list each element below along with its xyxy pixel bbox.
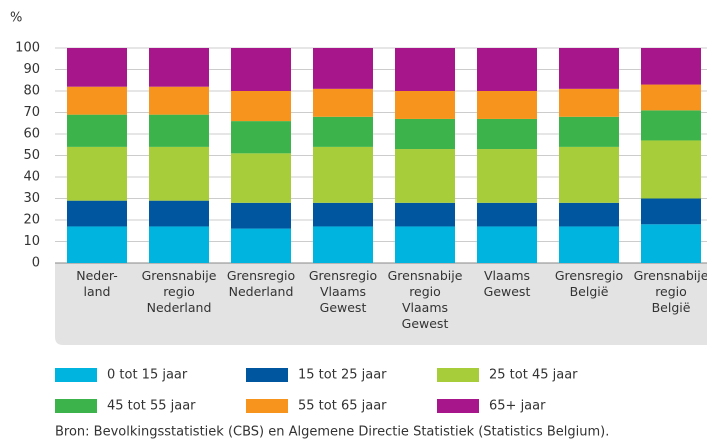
x-tick-label: Grensnabije regio Vlaams Gewest [388, 268, 463, 331]
x-tick-label: Grensregio België [555, 268, 623, 299]
bar-segment [313, 88, 373, 117]
bar-segment [313, 202, 373, 227]
bar-segment [559, 88, 619, 117]
bar-segment [395, 91, 455, 119]
bar-segment [313, 116, 373, 147]
x-tick-label: Grensnabije regio België [634, 268, 707, 315]
x-tick-label: Grensnabije regio Nederland [142, 268, 217, 315]
legend-label: 65+ jaar [489, 399, 546, 414]
bar-segment [641, 198, 701, 225]
bar-segment [67, 226, 127, 263]
x-tick-label: Vlaams Gewest [484, 268, 531, 299]
bar-segment [67, 86, 127, 115]
source: Bron: Bevolkingsstatistiek (CBS) en Alge… [55, 425, 609, 440]
bar-segment [641, 140, 701, 199]
bar-segment [477, 48, 537, 91]
bar-segment [559, 116, 619, 147]
legend-label: 25 tot 45 jaar [489, 368, 578, 383]
y-tick-label: 70 [23, 105, 40, 120]
bar-segment [395, 149, 455, 203]
bar-segment [231, 153, 291, 203]
legend-swatch [55, 399, 97, 413]
bar-segment [395, 202, 455, 227]
bar-segment [559, 48, 619, 89]
y-tick-label: 30 [23, 191, 40, 206]
bar-segment [313, 146, 373, 203]
y-tick-label: 90 [23, 62, 40, 77]
bar-segment [67, 146, 127, 201]
bar-segment [231, 91, 291, 122]
bar-segment [641, 110, 701, 141]
bar-segment [641, 48, 701, 85]
y-tick-label: 100 [15, 41, 40, 56]
legend-swatch [437, 368, 479, 382]
bar-segment [477, 91, 537, 119]
bar-segment [559, 202, 619, 227]
legend-label: 45 tot 55 jaar [107, 399, 196, 414]
legend-swatch [246, 399, 288, 413]
category-panel [55, 263, 707, 345]
bar-segment [559, 146, 619, 203]
bar-segment [149, 226, 209, 263]
legend-swatch [55, 368, 97, 382]
bar-segment [149, 146, 209, 201]
bar-segment [149, 86, 209, 115]
y-tick-label: 20 [23, 213, 40, 228]
bar-segment [149, 48, 209, 87]
bar-segment [231, 121, 291, 154]
legend-label: 0 tot 15 jaar [107, 368, 188, 383]
legend-swatch [437, 399, 479, 413]
bar-segment [313, 226, 373, 263]
x-tick-label: Neder-land [76, 268, 118, 299]
y-tick-label: 50 [23, 148, 40, 163]
bar-segment [477, 226, 537, 263]
y-tick-label: 60 [23, 127, 40, 142]
y-tick-label: 80 [23, 84, 40, 99]
bar-segment [395, 226, 455, 263]
bar-segment [149, 200, 209, 227]
bar-segment [395, 118, 455, 150]
bar-segment [67, 48, 127, 87]
bar-segment [641, 84, 701, 111]
bar-segment [395, 48, 455, 91]
legend-label: 15 tot 25 jaar [298, 368, 387, 383]
bar-segment [477, 202, 537, 227]
bar-segment [477, 149, 537, 203]
y-tick-label: 0 [32, 256, 40, 271]
bar-segment [313, 48, 373, 89]
bar-segment [231, 202, 291, 229]
legend-swatch [246, 368, 288, 382]
bar-segment [559, 226, 619, 263]
bar-segment [477, 118, 537, 150]
bar-segment [641, 224, 701, 263]
legend-label: 55 tot 65 jaar [298, 399, 387, 414]
x-tick-label: Grensregio Vlaams Gewest [309, 268, 377, 315]
bar-segment [149, 114, 209, 147]
bar-segment [67, 114, 127, 147]
x-tick-label: Grensregio Nederland [227, 268, 295, 299]
y-tick-label: 40 [23, 170, 40, 185]
y-axis-label: % [10, 11, 22, 26]
y-tick-label: 10 [23, 234, 40, 249]
bar-segment [231, 48, 291, 91]
bar-segment [231, 228, 291, 263]
bar-segment [67, 200, 127, 227]
